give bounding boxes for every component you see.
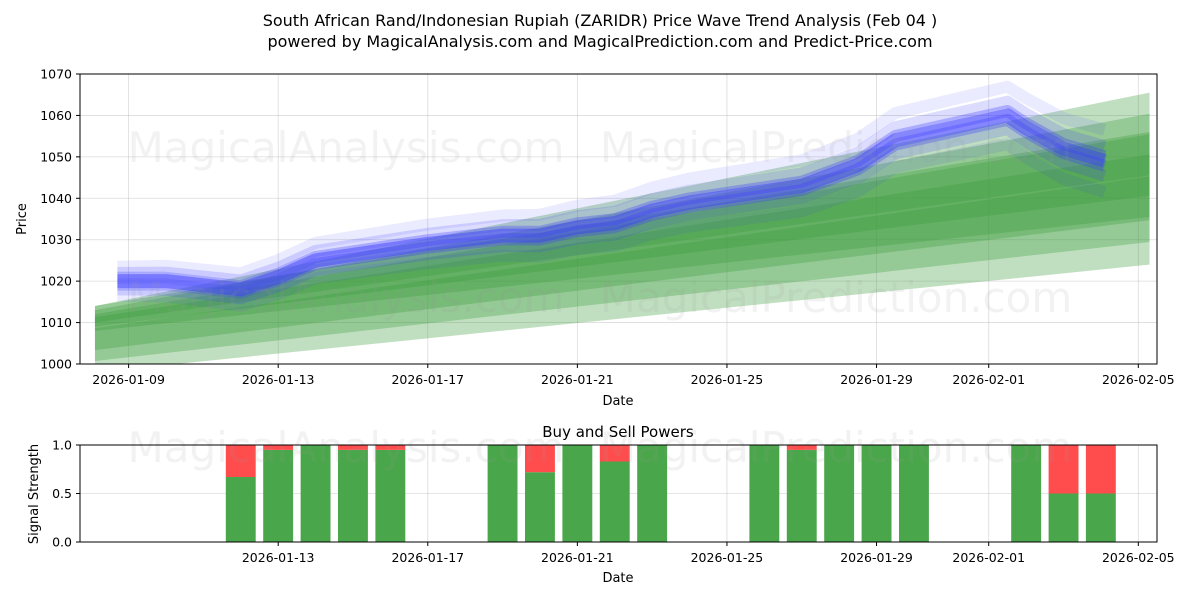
blue-wave-line bbox=[117, 113, 1107, 299]
buy-power-bar bbox=[786, 449, 817, 542]
blue-wave-line bbox=[117, 105, 1107, 292]
buy-power-bar bbox=[1011, 445, 1042, 542]
chart-title: South African Rand/Indonesian Rupiah (ZA… bbox=[263, 11, 938, 30]
sell-power-bar bbox=[1085, 445, 1116, 494]
blue-wave-line bbox=[117, 123, 1107, 305]
signal-x-tick-label: 2026-02-05 bbox=[1102, 550, 1175, 565]
signal-x-tick-label: 2026-01-17 bbox=[391, 550, 464, 565]
price-x-tick-label: 2026-01-21 bbox=[541, 372, 614, 387]
price-x-axis-label: Date bbox=[602, 394, 633, 409]
green-trend-band bbox=[94, 132, 1150, 364]
sell-power-bar bbox=[338, 445, 368, 450]
price-x-tick-label: 2026-01-13 bbox=[242, 372, 315, 387]
watermark-bottom-left: MagicalAnalysis.com bbox=[128, 423, 565, 472]
blue-wave-line bbox=[117, 108, 1107, 297]
watermark-top-left: MagicalAnalysis.com bbox=[128, 123, 565, 172]
signal-x-tick-label: 2026-02-01 bbox=[952, 550, 1025, 565]
buy-sell-title: Buy and Sell Powers bbox=[542, 423, 694, 441]
price-x-tick-label: 2026-01-09 bbox=[92, 372, 165, 387]
buy-sell-y-axis-label: Signal Strength bbox=[27, 444, 42, 544]
buy-power-bar bbox=[599, 461, 630, 542]
watermark-bottom-right: MagicalPrediction.com bbox=[600, 423, 1073, 472]
signal-x-tick-label: 2026-01-13 bbox=[242, 550, 315, 565]
buy-power-bar bbox=[861, 445, 892, 542]
buy-sell-x-axis-label: Date bbox=[602, 571, 633, 586]
sell-power-bar bbox=[786, 445, 817, 450]
signal-y-tick-label: 0.0 bbox=[52, 535, 72, 550]
buy-power-bar bbox=[300, 445, 331, 542]
price-plot-frame bbox=[79, 73, 1158, 365]
blue-wave-line bbox=[117, 138, 1107, 312]
watermark-top-right: MagicalPrediction.com bbox=[600, 123, 1073, 172]
chart-subtitle: powered by MagicalAnalysis.com and Magic… bbox=[267, 32, 932, 51]
price-x-tick-label: 2026-02-05 bbox=[1102, 372, 1175, 387]
watermark-mid-left: MagicalAnalysis.com bbox=[128, 273, 565, 322]
green-trend-band bbox=[94, 154, 1150, 362]
sell-power-bar bbox=[263, 445, 294, 450]
buy-power-bar bbox=[263, 449, 294, 542]
green-trend-band bbox=[94, 92, 1150, 331]
green-trend-band bbox=[94, 134, 1150, 323]
sell-power-bar bbox=[225, 445, 256, 477]
price-y-tick-label: 1030 bbox=[40, 232, 72, 247]
buy-power-bar bbox=[562, 445, 593, 542]
watermark-mid-right: MagicalPrediction.com bbox=[600, 273, 1073, 322]
green-trend-band bbox=[94, 113, 1150, 327]
signal-y-tick-label: 0.5 bbox=[52, 486, 72, 501]
price-y-axis-label: Price bbox=[15, 203, 30, 235]
signal-x-tick-label: 2026-01-29 bbox=[840, 550, 913, 565]
price-y-tick-label: 1000 bbox=[40, 357, 72, 372]
price-y-tick-label: 1010 bbox=[40, 315, 72, 330]
signal-x-tick-label: 2026-01-25 bbox=[691, 550, 764, 565]
sell-power-bar bbox=[375, 445, 406, 450]
price-y-tick-label: 1020 bbox=[40, 274, 72, 289]
price-x-tick-label: 2026-02-01 bbox=[952, 372, 1025, 387]
buy-power-bar bbox=[487, 445, 518, 542]
buy-power-bar bbox=[1048, 493, 1079, 542]
buy-power-bar bbox=[525, 472, 555, 542]
price-x-tick-label: 2026-01-29 bbox=[840, 372, 913, 387]
price-y-tick-label: 1070 bbox=[40, 67, 72, 82]
blue-wave-line bbox=[117, 95, 1107, 287]
buy-power-bar bbox=[225, 477, 256, 542]
price-y-tick-label: 1060 bbox=[40, 108, 72, 123]
buy-power-bar bbox=[824, 445, 855, 542]
price-wave-panel: MagicalAnalysis.com MagicalPrediction.co… bbox=[15, 67, 1175, 410]
buy-power-bar bbox=[375, 449, 406, 542]
signal-x-tick-label: 2026-01-21 bbox=[541, 550, 614, 565]
buy-sell-panel: Buy and Sell Powers MagicalAnalysis.com … bbox=[27, 423, 1175, 586]
price-x-tick-label: 2026-01-25 bbox=[691, 372, 764, 387]
price-y-tick-label: 1040 bbox=[40, 191, 72, 206]
sell-power-bar bbox=[599, 445, 630, 462]
price-y-tick-label: 1050 bbox=[40, 149, 72, 164]
buy-power-bar bbox=[338, 449, 368, 542]
signal-y-tick-label: 1.0 bbox=[52, 438, 72, 453]
green-trend-band bbox=[94, 176, 1150, 351]
buy-power-bar bbox=[1085, 493, 1116, 542]
buy-power-bar bbox=[899, 445, 929, 542]
buy-power-bar bbox=[637, 445, 668, 542]
sell-power-bar bbox=[525, 445, 555, 473]
blue-wave-line bbox=[117, 80, 1107, 280]
sell-power-bar bbox=[1048, 445, 1079, 494]
buy-power-bar bbox=[749, 445, 780, 542]
price-x-tick-label: 2026-01-17 bbox=[391, 372, 464, 387]
